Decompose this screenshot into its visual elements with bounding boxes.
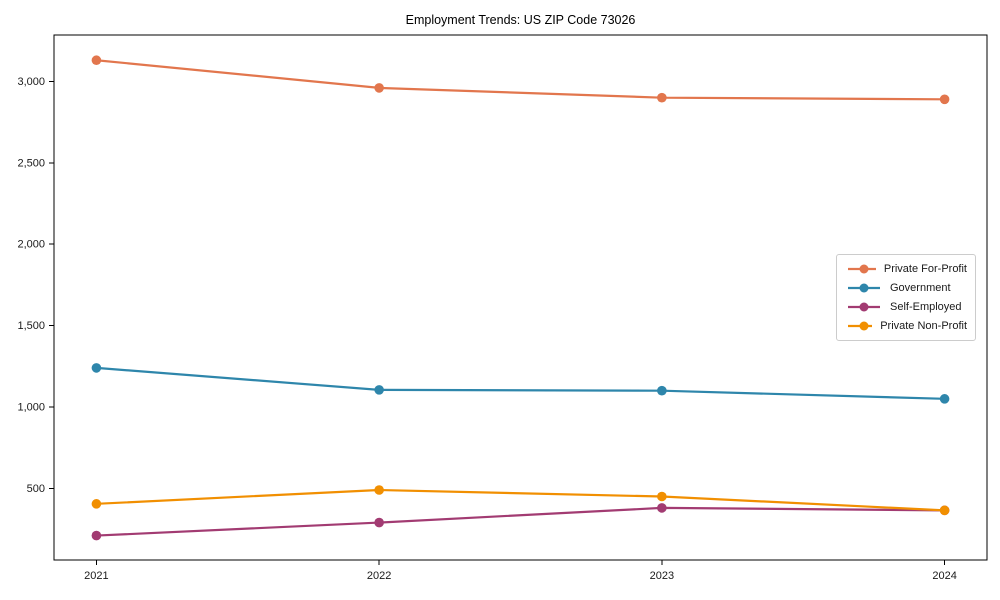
legend-item: Private Non-Profit <box>846 320 967 332</box>
y-tick-label: 2,000 <box>17 239 45 251</box>
series-marker <box>657 503 667 513</box>
series-marker <box>657 491 667 502</box>
series-marker <box>374 485 384 495</box>
series-line <box>95 488 946 512</box>
series-marker <box>91 55 102 66</box>
legend-swatch-icon <box>848 283 880 293</box>
legend-item: Government <box>846 282 967 294</box>
x-tick-label: 2022 <box>367 570 391 582</box>
chart-legend: Private For-Profit Government Self-Employe… <box>836 254 976 341</box>
legend-swatch-icon <box>848 321 873 331</box>
y-tick-label: 500 <box>27 483 45 495</box>
series-line <box>95 59 946 101</box>
legend-item: Private For-Profit <box>846 263 967 275</box>
x-tick-label: 2024 <box>932 570 956 582</box>
series-marker <box>374 385 384 395</box>
series-marker <box>374 83 384 93</box>
x-tick-label: 2021 <box>84 570 108 582</box>
legend-label: Self-Employed <box>890 301 962 313</box>
series-marker <box>939 394 950 404</box>
series-marker <box>91 363 102 373</box>
series-marker <box>657 385 667 396</box>
legend-label: Private For-Profit <box>883 263 967 275</box>
legend-label: Government <box>890 282 951 294</box>
y-tick-label: 1,000 <box>17 401 45 413</box>
plot-frame <box>53 34 988 561</box>
series-marker <box>939 505 950 516</box>
y-tick-label: 1,500 <box>17 320 45 332</box>
series-line <box>95 366 946 400</box>
y-tick-label: 2,500 <box>17 157 45 169</box>
series-marker <box>91 530 102 541</box>
series-marker <box>657 92 667 103</box>
legend-swatch-icon <box>848 264 876 274</box>
series-marker <box>374 517 384 528</box>
series-marker <box>91 499 102 509</box>
y-tick-label: 3,000 <box>17 76 45 88</box>
legend-swatch-icon <box>848 302 880 312</box>
chart-title: Employment Trends: US ZIP Code 73026 <box>405 13 636 27</box>
series-marker <box>939 94 950 105</box>
legend-label: Private Non-Profit <box>880 320 967 332</box>
series-line <box>95 506 946 537</box>
legend-item: Self-Employed <box>846 301 967 313</box>
x-tick-label: 2023 <box>650 570 674 582</box>
